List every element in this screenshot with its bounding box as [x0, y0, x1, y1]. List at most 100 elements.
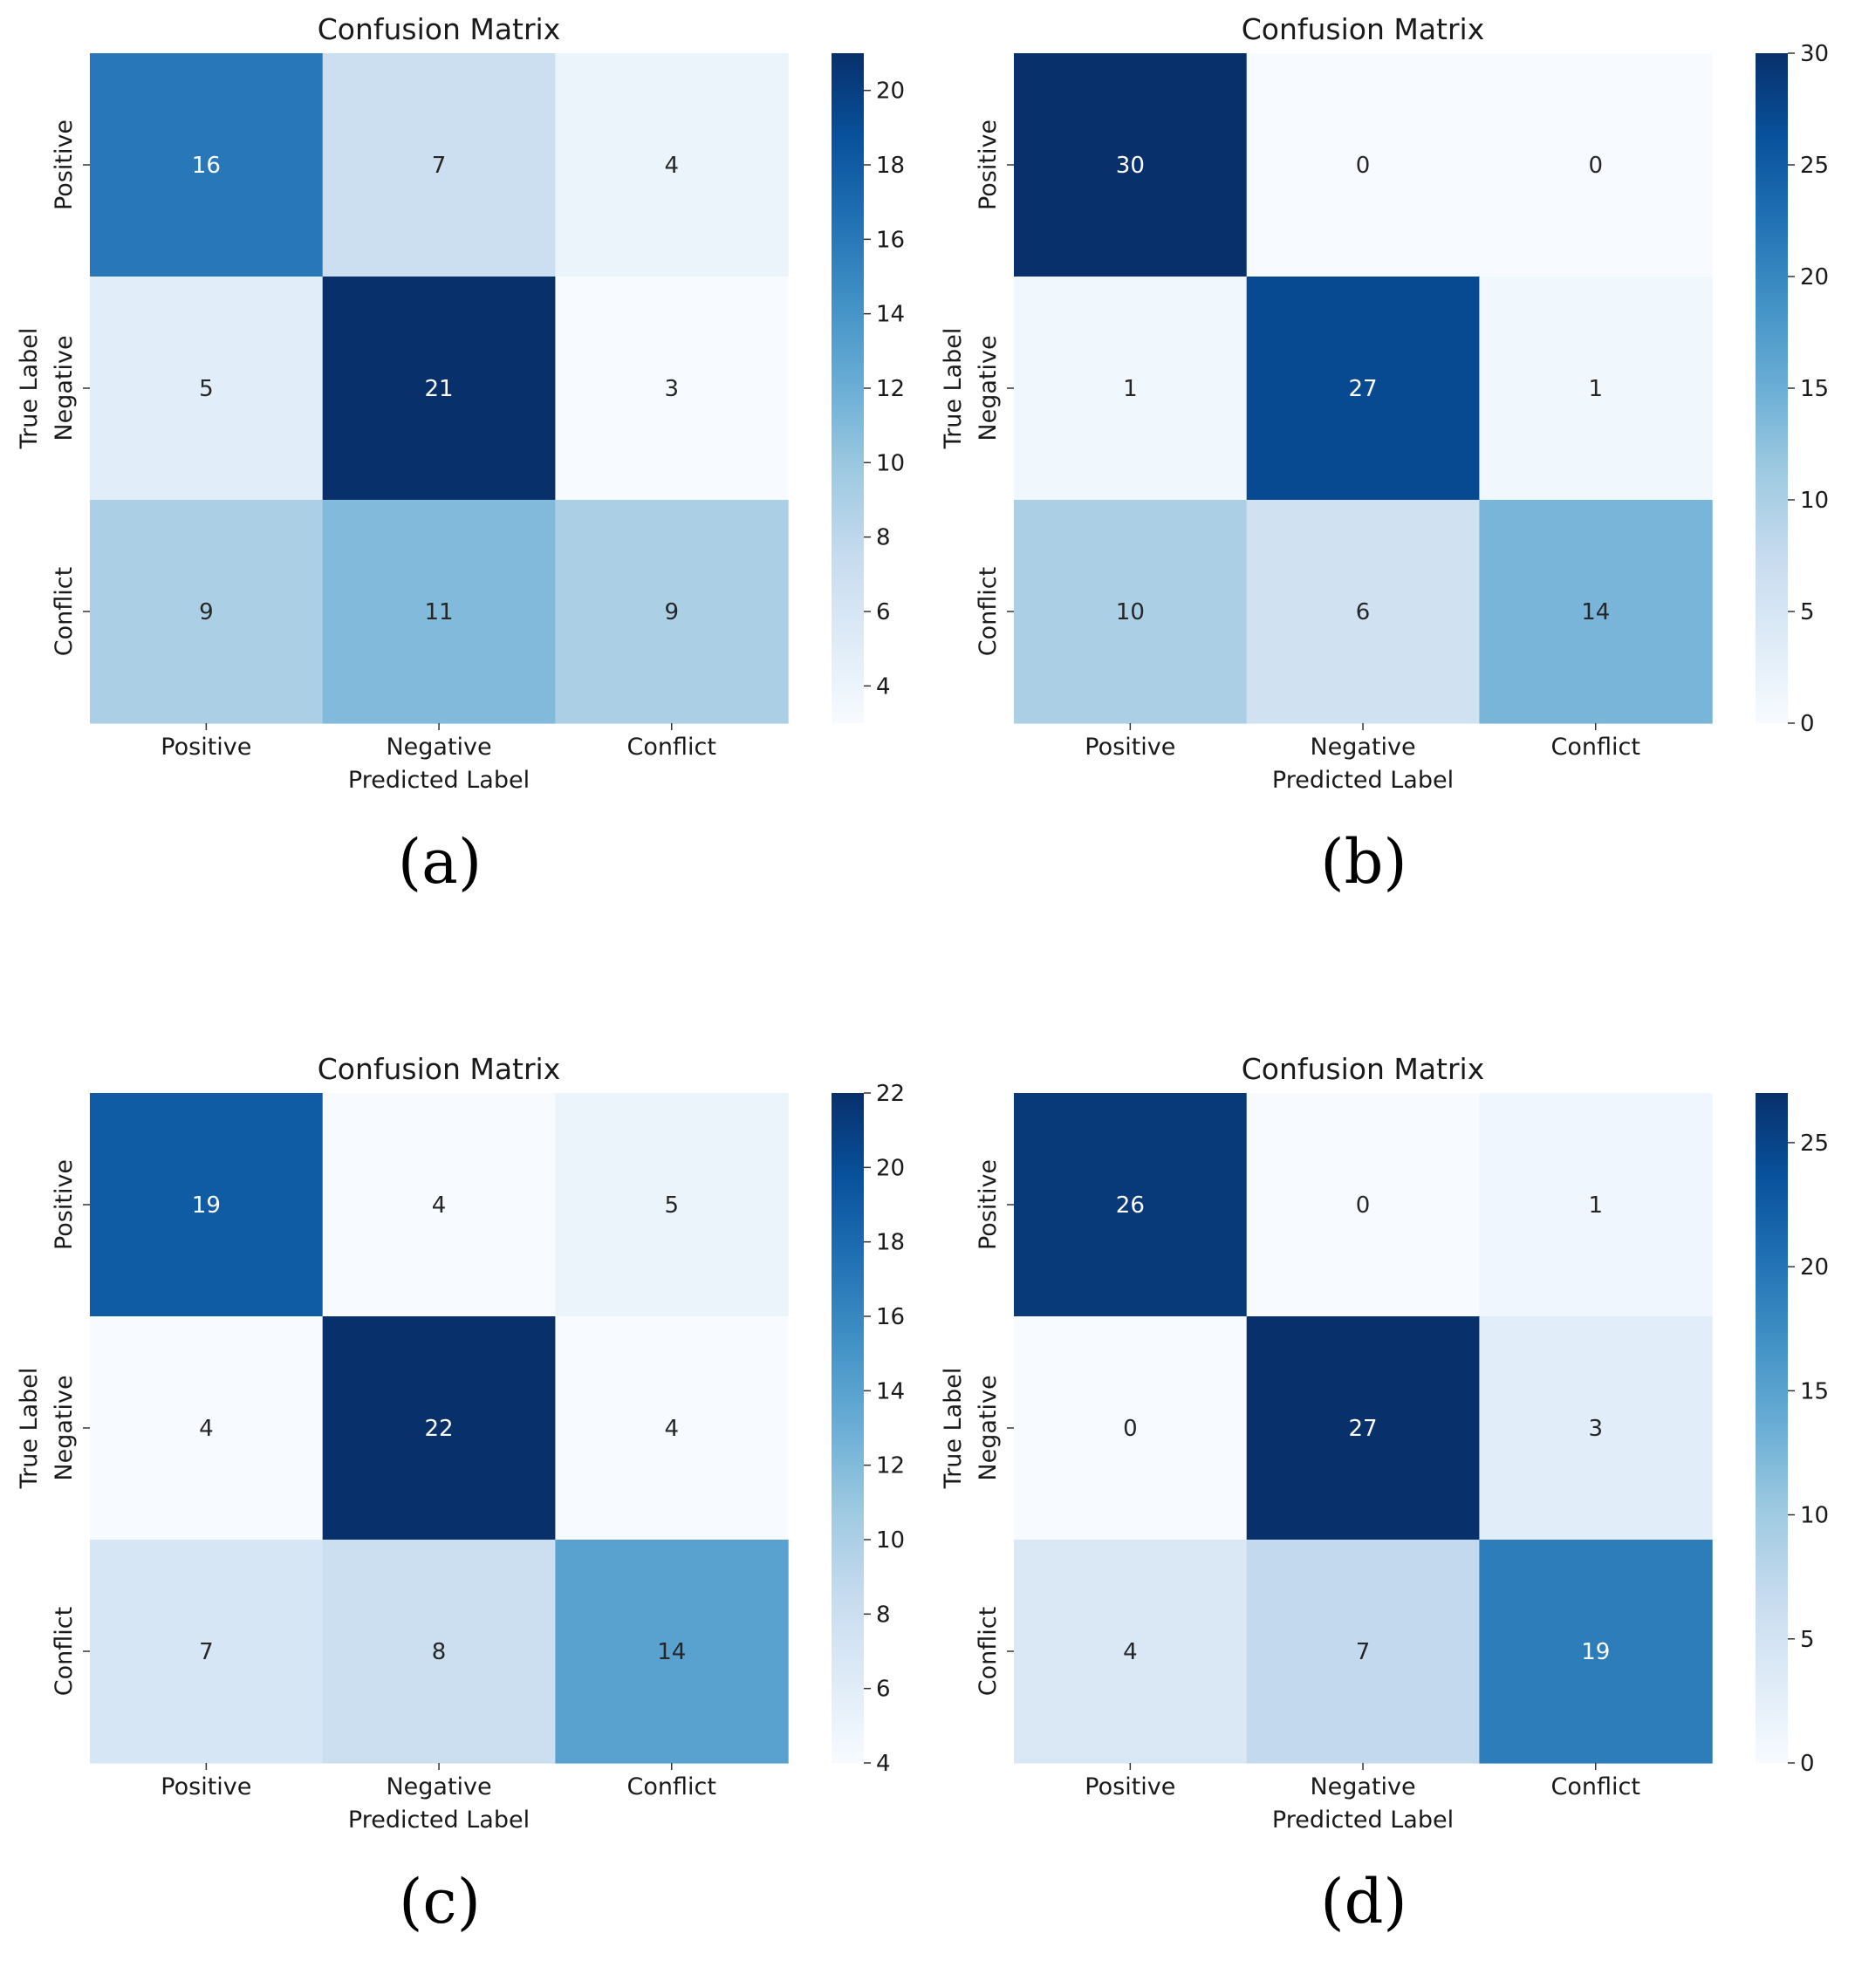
colorbar-tick-label: 14: [876, 1378, 905, 1404]
cell-value: 7: [199, 1639, 214, 1665]
heatmap-cell: [1246, 277, 1480, 501]
panel-b: Confusion Matrix 30 0 0 1 27 1 10 6 14 Positive Neg…: [940, 12, 1829, 898]
cell-value: 0: [1588, 153, 1603, 179]
panel-a: Confusion Matrix 16 7 4 5 21 3 9 11 9 Positive Nega…: [16, 12, 905, 898]
cell-value: 4: [664, 1416, 679, 1442]
heatmap-cell: [555, 1316, 789, 1541]
heatmap-cell: [555, 1093, 789, 1317]
x-axis-label: Predicted Label: [348, 1807, 530, 1834]
y-tick-label: Negative: [975, 335, 1002, 441]
cell-value: 4: [432, 1192, 447, 1219]
heatmap-cell: [555, 53, 789, 277]
cell-value: 14: [657, 1639, 686, 1665]
heatmap-cell: [555, 1540, 789, 1764]
subfigure-caption: (b): [1320, 826, 1407, 898]
heatmap-cell: [1014, 1093, 1248, 1317]
cell-value: 5: [664, 1192, 679, 1219]
colorbar-tick-label: 16: [876, 1304, 905, 1330]
colorbar-tick-label: 25: [1800, 1131, 1829, 1157]
colorbar-tick-label: 30: [1800, 41, 1829, 67]
heatmap-cell: [1246, 53, 1480, 277]
colorbar-tick-label: 18: [876, 1230, 905, 1256]
cell-value: 0: [1356, 1192, 1371, 1219]
cell-value: 27: [1349, 1416, 1378, 1442]
heatmap-cell: [1014, 1316, 1248, 1541]
cell-value: 11: [425, 599, 454, 625]
heatmap-cell: [1014, 277, 1248, 501]
y-tick-label: Conflict: [51, 567, 78, 656]
cell-value: 6: [1356, 599, 1371, 625]
chart-title: Confusion Matrix: [318, 12, 561, 46]
subfigure-caption: (a): [398, 826, 482, 898]
heatmap-cell: [1479, 277, 1713, 501]
heatmap-cell: [555, 277, 789, 501]
cell-value: 16: [192, 153, 221, 179]
colorbar-tick-label: 6: [876, 599, 891, 625]
colorbar-tick-label: 14: [876, 302, 905, 328]
colorbar-tick-label: 10: [876, 1527, 905, 1554]
x-tick-label: Positive: [1085, 734, 1175, 761]
y-tick-label: Conflict: [975, 567, 1002, 656]
cell-value: 8: [432, 1639, 447, 1665]
colorbar-tick-label: 6: [876, 1677, 891, 1703]
colorbar-tick-label: 5: [1800, 1627, 1815, 1653]
y-axis-label: True Label: [16, 1368, 43, 1490]
colorbar-tick-label: 10: [876, 450, 905, 476]
y-tick-label: Positive: [975, 120, 1002, 210]
colorbar: [832, 53, 864, 723]
colorbar-tick-label: 8: [876, 1602, 891, 1628]
y-axis-label: True Label: [940, 1368, 967, 1490]
heatmap-cell: [1246, 1316, 1480, 1541]
cell-value: 9: [199, 599, 214, 625]
y-tick-label: Negative: [51, 335, 78, 441]
x-axis-label: Predicted Label: [1272, 767, 1454, 794]
cell-value: 9: [664, 599, 679, 625]
cell-value: 1: [1588, 376, 1603, 402]
heatmap-cell: [90, 500, 324, 724]
colorbar-tick-label: 10: [1800, 1503, 1829, 1529]
heatmap-cell: [1479, 500, 1713, 724]
y-tick-label: Negative: [975, 1375, 1002, 1480]
heatmap-cell: [90, 277, 324, 501]
heatmap-cell: [90, 1540, 324, 1764]
colorbar-tick-label: 20: [876, 79, 905, 105]
cell-value: 3: [664, 376, 679, 402]
x-tick-label: Negative: [386, 734, 491, 761]
y-tick-label: Positive: [51, 1159, 78, 1250]
x-tick-label: Positive: [161, 1773, 251, 1800]
heatmap-cell: [90, 1093, 324, 1317]
chart-title: Confusion Matrix: [318, 1052, 561, 1086]
x-tick-label: Negative: [386, 1773, 491, 1800]
colorbar-tick-label: 15: [1800, 1378, 1829, 1404]
heatmap-cell: [1479, 53, 1713, 277]
cell-value: 3: [1588, 1416, 1603, 1442]
colorbar-tick-label: 4: [876, 673, 891, 700]
colorbar: [1756, 53, 1788, 723]
y-axis-label: True Label: [940, 328, 967, 450]
y-tick-label: Conflict: [975, 1607, 1002, 1696]
colorbar-tick-label: 4: [876, 1751, 891, 1777]
heatmap-cell: [90, 53, 324, 277]
chart-title: Confusion Matrix: [1242, 12, 1485, 46]
cell-value: 26: [1116, 1192, 1145, 1219]
colorbar-tick-label: 0: [1800, 1751, 1815, 1777]
colorbar-tick-label: 12: [876, 376, 905, 402]
y-tick-label: Negative: [51, 1375, 78, 1480]
colorbar-tick-label: 20: [1800, 1254, 1829, 1281]
cell-value: 14: [1581, 599, 1610, 625]
heatmap-cell: [555, 500, 789, 724]
y-tick-label: Conflict: [51, 1607, 78, 1696]
heatmap-cell: [1014, 500, 1248, 724]
heatmap-cell: [1246, 1093, 1480, 1317]
cell-value: 7: [1356, 1639, 1371, 1665]
cell-value: 30: [1116, 153, 1145, 179]
heatmap-cell: [322, 1093, 556, 1317]
colorbar-tick-label: 8: [876, 525, 891, 551]
x-tick-label: Positive: [161, 734, 251, 761]
cell-value: 4: [664, 153, 679, 179]
panel-c: Confusion Matrix 19 4 5 4 22 4 7 8 14 Positive Nega…: [16, 1052, 905, 1937]
heatmap-cell: [1014, 53, 1248, 277]
colorbar-tick-label: 25: [1800, 153, 1829, 179]
colorbar-tick-label: 15: [1800, 376, 1829, 402]
